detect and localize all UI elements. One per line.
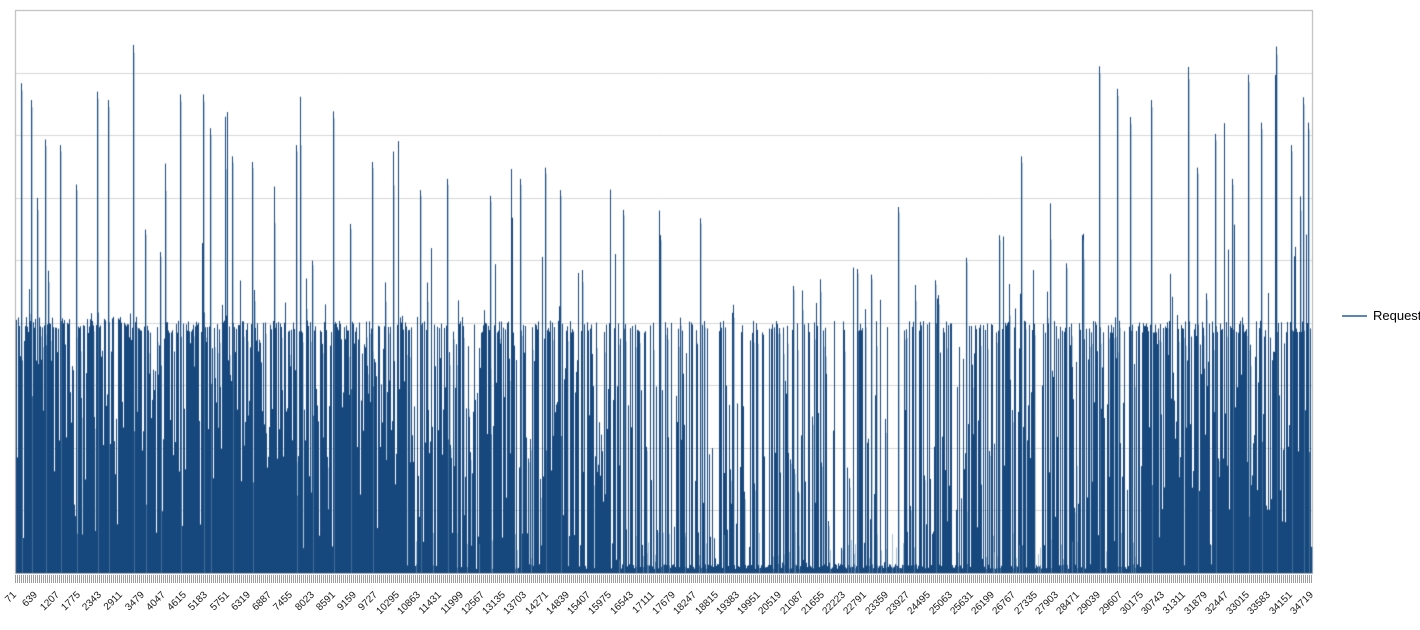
legend-series-label: Request — [1373, 308, 1420, 323]
x-axis-tick-comb — [15, 575, 1312, 583]
legend-line-sample — [1342, 314, 1367, 317]
chart-legend: Request — [1342, 308, 1420, 323]
